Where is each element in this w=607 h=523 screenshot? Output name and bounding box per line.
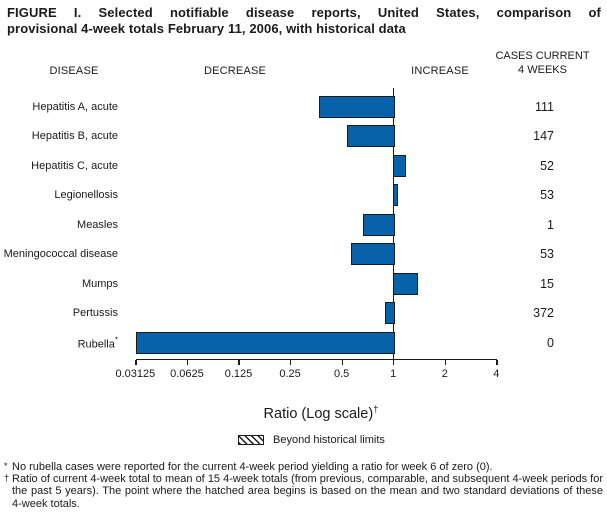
disease-label: Rubella* xyxy=(77,335,118,351)
x-axis-tick-label: 1 xyxy=(390,368,397,380)
x-axis-tick-label: 0.5 xyxy=(333,368,350,380)
x-axis-title-dagger: † xyxy=(373,404,379,415)
disease-label: Hepatitis A, acute xyxy=(32,100,118,113)
x-axis-tick-label: 2 xyxy=(441,368,448,380)
cases-value: 53 xyxy=(540,247,554,262)
x-axis-tick-label: 0.0625 xyxy=(170,368,204,380)
x-axis-tick-label: 0.25 xyxy=(279,368,301,380)
disease-label: Legionellosis xyxy=(54,189,118,202)
cases-value: 147 xyxy=(533,129,554,144)
disease-label: Hepatitis C, acute xyxy=(31,159,118,172)
disease-label: Hepatitis B, acute xyxy=(31,130,118,143)
x-axis-baseline xyxy=(135,358,497,360)
cases-value: 0 xyxy=(547,336,554,350)
disease-label-asterisk: * xyxy=(114,335,118,345)
x-axis-tick xyxy=(290,360,292,365)
column-header-disease: DISEASE xyxy=(49,65,99,77)
x-axis-tick xyxy=(341,360,343,365)
disease-label: Measles xyxy=(77,218,118,231)
ratio-bar xyxy=(136,332,395,354)
x-axis-tick xyxy=(496,360,498,365)
footnote-dagger-marker: † xyxy=(4,473,10,484)
column-header-cases-line1: CASES CURRENT xyxy=(495,50,590,62)
x-axis-tick-label: 4 xyxy=(493,368,500,380)
footnote-asterisk-text: No rubella cases were reported for the c… xyxy=(12,461,493,473)
x-axis-tick xyxy=(444,360,446,365)
footnote-dagger-text: Ratio of current 4-week total to mean of… xyxy=(12,473,603,510)
ratio-bar xyxy=(392,272,418,295)
footnote-asterisk-marker: * xyxy=(4,461,8,471)
ratio-bar xyxy=(351,243,395,266)
column-header-cases-line2: 4 WEEKS xyxy=(518,63,567,76)
x-axis-tick xyxy=(135,360,137,365)
ratio-bar xyxy=(385,302,395,325)
disease-label: Meningococcal disease xyxy=(3,248,118,261)
x-axis-tick xyxy=(186,360,189,365)
footnote-dagger: † Ratio of current 4-week total to mean o… xyxy=(4,473,603,510)
cases-value: 52 xyxy=(540,158,554,173)
ratio-bar xyxy=(347,125,395,148)
legend-hatch-swatch xyxy=(238,435,264,445)
x-axis-tick-label: 0.125 xyxy=(224,368,253,380)
ratio-bar xyxy=(363,213,395,236)
figure-title: FIGURE I. Selected notifiable disease re… xyxy=(7,5,601,36)
x-axis-title: Ratio (Log scale)† xyxy=(171,404,471,422)
column-header-decrease: DECREASE xyxy=(203,65,267,77)
figure-title-line2: provisional 4-week totals February 11, 2… xyxy=(7,20,406,36)
cases-value: 53 xyxy=(540,188,554,203)
column-header-cases: CASES CURRENT 4 WEEKS xyxy=(482,50,603,77)
x-axis-tick xyxy=(238,360,240,365)
x-axis-tick-label: 0.03125 xyxy=(115,368,156,380)
column-header-increase: INCREASE xyxy=(411,65,469,77)
disease-label: Mumps xyxy=(81,277,118,290)
cases-value: 1 xyxy=(547,217,554,232)
legend-label: Beyond historical limits xyxy=(273,434,385,446)
x-axis-tick xyxy=(393,360,395,365)
cases-value: 111 xyxy=(534,99,554,114)
figure-title-line1: FIGURE I. Selected notifiable disease re… xyxy=(7,5,601,20)
cases-value: 15 xyxy=(540,276,554,291)
ratio-bar xyxy=(392,154,406,177)
x-axis-title-text: Ratio (Log scale) xyxy=(263,405,374,422)
cases-value: 372 xyxy=(533,306,554,321)
ratio-bar xyxy=(319,95,395,118)
footnotes: * No rubella cases were reported for the … xyxy=(4,461,603,510)
ratio-bar xyxy=(392,184,399,207)
footnote-asterisk: * No rubella cases were reported for the … xyxy=(4,461,603,473)
disease-label: Pertussis xyxy=(72,307,118,320)
